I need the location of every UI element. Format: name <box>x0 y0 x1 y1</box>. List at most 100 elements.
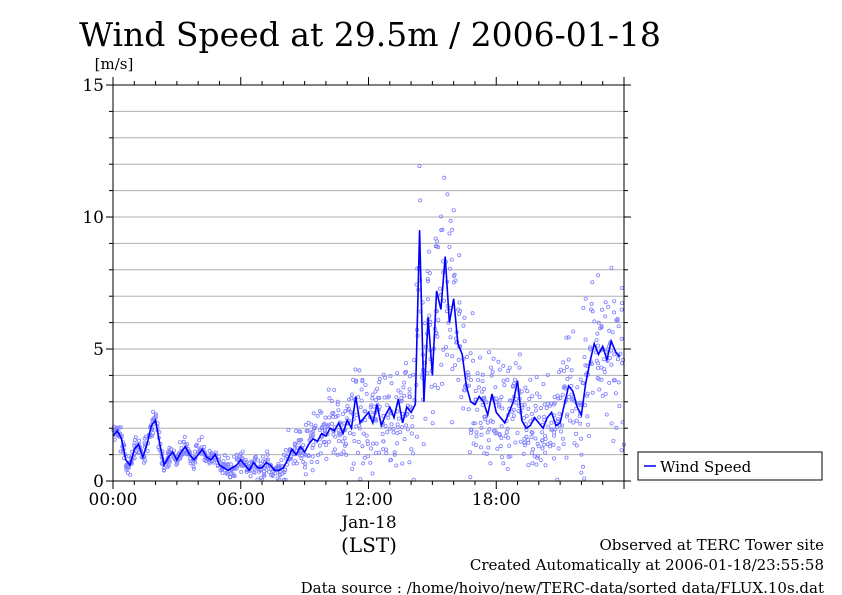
scatter-point <box>526 406 531 411</box>
scatter-point <box>342 436 347 441</box>
scatter-point <box>581 305 586 310</box>
scatter-point <box>427 313 432 318</box>
scatter-point <box>299 437 304 442</box>
scatter-point <box>429 384 434 389</box>
x-tick-label: 12:00 <box>344 490 393 510</box>
scatter-point <box>435 386 440 391</box>
scatter-point <box>452 272 457 277</box>
scatter-point <box>370 396 375 401</box>
scatter-point <box>457 300 462 305</box>
scatter-point <box>417 164 422 169</box>
scatter-point <box>234 452 239 457</box>
scatter-point <box>530 394 535 399</box>
scatter-point <box>619 336 624 341</box>
scatter-point <box>340 411 345 416</box>
scatter-point <box>620 361 625 366</box>
scatter-point <box>353 367 358 372</box>
scatter-point <box>197 451 202 456</box>
scatter-point <box>533 436 538 441</box>
scatter-point <box>565 412 570 417</box>
scatter-point <box>388 373 393 378</box>
scatter-point <box>490 369 495 374</box>
scatter-point <box>530 461 535 466</box>
x-axis-label: (LST) <box>341 533 397 557</box>
scatter-point <box>396 388 401 393</box>
scatter-point <box>526 463 531 468</box>
y-axis-ticks: 0 5 10 15 <box>82 76 631 492</box>
scatter-point <box>527 396 532 401</box>
scatter-point <box>543 450 548 455</box>
scatter-point <box>488 461 493 466</box>
scatter-point <box>336 428 341 433</box>
scatter-point <box>439 228 444 233</box>
scatter-point <box>594 358 599 363</box>
scatter-point <box>435 334 440 339</box>
scatter-point <box>474 434 479 439</box>
scatter-point <box>265 449 270 454</box>
scatter-point <box>579 470 584 475</box>
scatter-point <box>341 449 346 454</box>
scatter-point <box>336 438 341 443</box>
scatter-point <box>562 368 567 373</box>
scatter-point <box>480 379 485 384</box>
scatter-point <box>545 372 550 377</box>
scatter-point <box>179 445 184 450</box>
scatter-point <box>526 438 531 443</box>
scatter-point <box>450 354 455 359</box>
x-tick-label: 06:00 <box>216 490 265 510</box>
scatter-point <box>468 351 473 356</box>
scatter-point <box>223 464 228 469</box>
scatter-point <box>347 431 352 436</box>
scatter-point <box>238 463 243 468</box>
scatter-point <box>410 424 415 429</box>
scatter-point <box>529 411 534 416</box>
scatter-point <box>377 376 382 381</box>
scatter-point <box>327 415 332 420</box>
scatter-point <box>586 422 591 427</box>
scatter-point <box>380 431 385 436</box>
scatter-point <box>425 371 430 376</box>
scatter-point <box>260 454 265 459</box>
scatter-point <box>456 357 461 362</box>
scatter-point <box>579 452 584 457</box>
scatter-point <box>619 307 624 312</box>
scatter-point <box>563 386 568 391</box>
scatter-point <box>220 467 225 472</box>
scatter-point <box>388 458 393 463</box>
scatter-point <box>153 412 158 417</box>
scatter-point <box>188 458 193 463</box>
scatter-point <box>498 444 503 449</box>
scatter-point <box>523 385 528 390</box>
scatter-point <box>309 422 314 427</box>
scatter-point <box>497 367 502 372</box>
scatter-point <box>374 398 379 403</box>
scatter-point <box>442 175 447 180</box>
scatter-point <box>336 408 341 413</box>
scatter-point <box>501 378 506 383</box>
scatter-point <box>409 447 414 452</box>
scatter-point <box>522 440 527 445</box>
scatter-point <box>476 377 481 382</box>
scatter-point <box>330 421 335 426</box>
scatter-point <box>499 424 504 429</box>
scatter-point <box>439 214 444 219</box>
scatter-point <box>524 434 529 439</box>
scatter-point <box>583 296 588 301</box>
scatter-point <box>561 442 566 447</box>
scatter-point <box>440 381 445 386</box>
scatter-point <box>561 436 566 441</box>
scatter-point <box>496 404 501 409</box>
scatter-point <box>495 446 500 451</box>
scatter-point <box>501 363 506 368</box>
scatter-point <box>389 422 394 427</box>
scatter-point <box>342 443 347 448</box>
scatter-point <box>450 366 455 371</box>
scatter-point <box>283 447 288 452</box>
scatter-point <box>332 447 337 452</box>
scatter-point <box>615 318 620 323</box>
scatter-point <box>609 421 614 426</box>
scatter-point <box>560 423 565 428</box>
scatter-point <box>564 335 569 340</box>
scatter-point <box>277 473 282 478</box>
scatter-point <box>339 452 344 457</box>
